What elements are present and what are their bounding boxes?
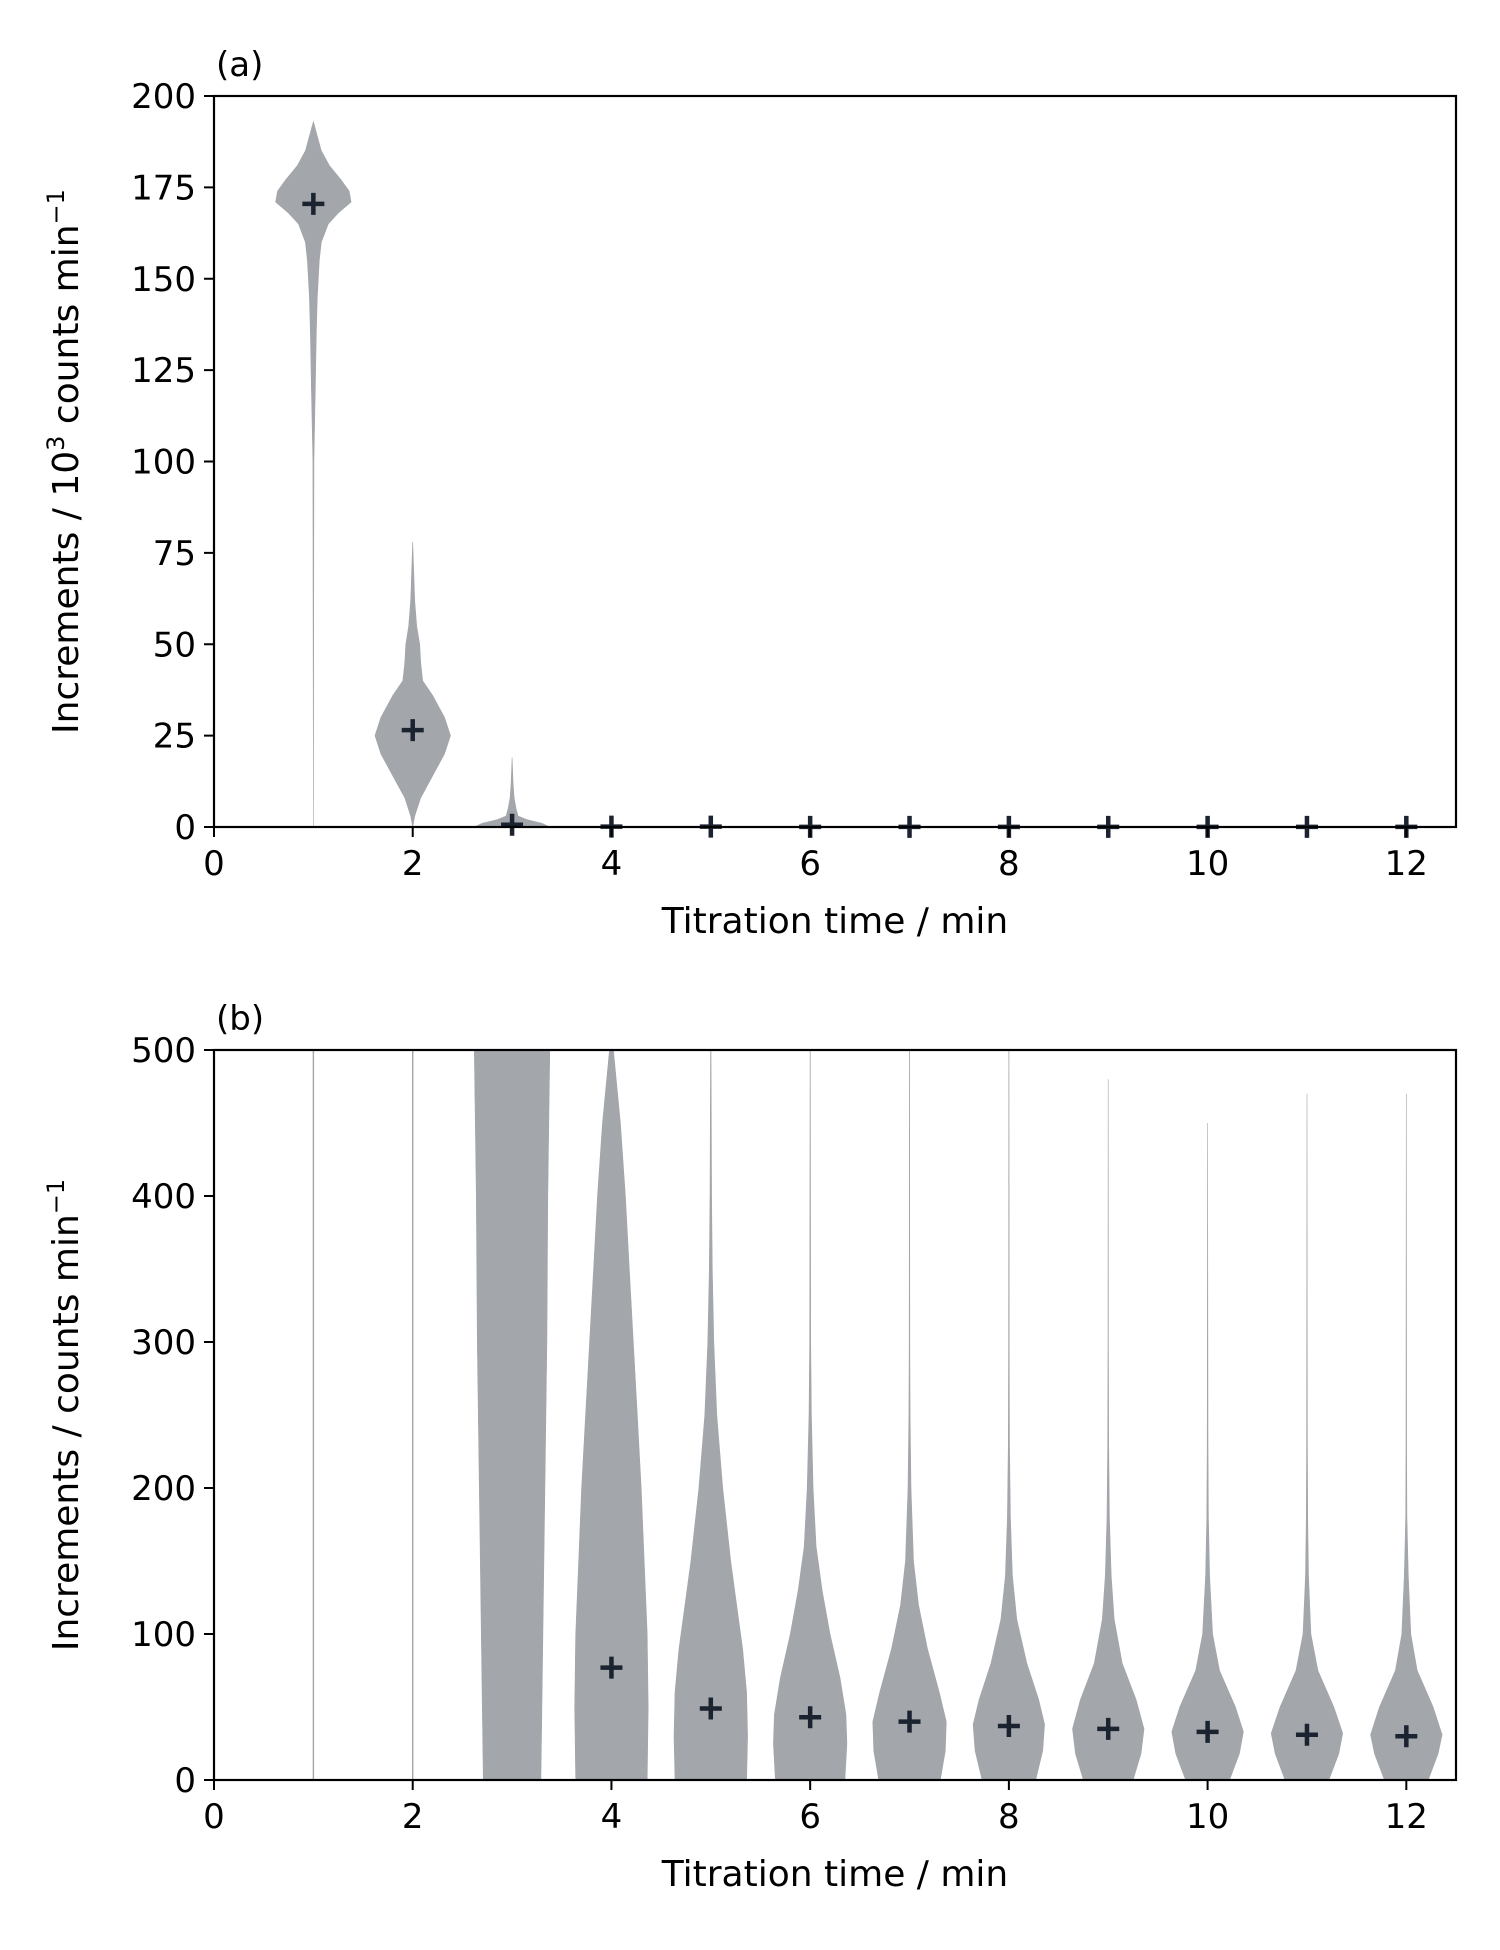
y-tick-label: 0: [174, 808, 196, 848]
mean-marker-t2: [401, 719, 424, 742]
x-tick-label: 10: [1186, 1797, 1229, 1837]
violin-t10: [1171, 1122, 1244, 1780]
mean-marker-t9: [1097, 1717, 1120, 1740]
y-tick-label: 0: [174, 1761, 196, 1801]
mean-marker-t11: [1295, 1723, 1318, 1746]
y-tick-label: 200: [131, 77, 196, 117]
y-tick-label: 400: [131, 1177, 196, 1217]
x-tick-label: 8: [998, 844, 1020, 884]
x-tick-label: 10: [1186, 844, 1229, 884]
x-axis-title: Titration time / min: [661, 901, 1009, 942]
x-axis-title: Titration time / min: [661, 1854, 1009, 1895]
violin-t2: [412, 1050, 414, 1780]
y-tick-label: 200: [131, 1469, 196, 1509]
x-tick-label: 12: [1385, 844, 1428, 884]
violin-t1: [275, 120, 352, 827]
violin-t4: [574, 1050, 649, 1780]
violins: [214, 120, 1410, 827]
mean-marker-t5: [699, 1697, 722, 1720]
x-tick-label: 6: [799, 1797, 821, 1837]
y-axis-title: Increments / counts min−1: [42, 1179, 87, 1651]
mean-marker-t4: [600, 1656, 623, 1679]
mean-markers: [600, 1656, 1418, 1748]
y-tick-label: 100: [131, 1615, 196, 1655]
violin-t1: [312, 1050, 315, 1780]
x-tick-label: 0: [203, 1797, 225, 1837]
violin-t11: [1270, 1093, 1344, 1780]
x-tick-label: 4: [601, 844, 623, 884]
violin-t2: [374, 541, 451, 827]
violin-t12: [1370, 1093, 1443, 1780]
mean-marker-t7: [898, 1710, 921, 1733]
panel-b: 0 2 4 6 8 10 12 0 100 200 300 400 500 (b) Titration ti…: [42, 999, 1458, 1895]
y-tick-label: 300: [131, 1323, 196, 1363]
y-tick-label: 75: [153, 534, 196, 574]
violin-t3: [473, 1050, 551, 1780]
mean-marker-t8: [997, 1714, 1020, 1737]
y-tick-label: 150: [131, 260, 196, 300]
x-tick-label: 0: [203, 844, 225, 884]
x-tick-label: 12: [1385, 1797, 1428, 1837]
y-tick-label: 25: [153, 717, 196, 757]
y-axis-title: Increments / 103 counts min−1: [42, 189, 87, 734]
mean-markers: [302, 192, 1418, 838]
x-tick-label: 6: [799, 844, 821, 884]
mean-marker-t10: [1196, 1720, 1219, 1743]
violin-t3: [474, 757, 550, 827]
mean-marker-t12: [1395, 1725, 1418, 1748]
panel-label: (a): [216, 45, 263, 85]
violin-t7: [872, 1050, 947, 1780]
y-tick-label: 50: [153, 625, 196, 665]
panel-a: 0 2 4 6 8 10 12 0 25 50 75 100 125 150 175 200 (a) Titrat…: [42, 45, 1458, 942]
violin-t9: [1072, 1079, 1145, 1780]
x-tick-label: 2: [402, 1797, 424, 1837]
mean-marker-t1: [302, 192, 325, 215]
violin-t5: [673, 1050, 748, 1780]
violin-t8: [972, 1050, 1045, 1780]
x-tick-label: 4: [601, 1797, 623, 1837]
y-tick-label: 100: [131, 443, 196, 483]
y-tick-label: 500: [131, 1031, 196, 1071]
x-tick-label: 8: [998, 1797, 1020, 1837]
mean-marker-t6: [799, 1706, 822, 1729]
violin-t6: [773, 1050, 848, 1780]
y-tick-label: 175: [131, 168, 196, 208]
y-tick-label: 125: [131, 351, 196, 391]
mean-marker-t3: [501, 813, 524, 836]
panel-label: (b): [216, 999, 264, 1039]
axes-frame: [212, 1048, 1458, 1782]
x-tick-label: 2: [402, 844, 424, 884]
violins: [214, 1050, 1443, 1780]
